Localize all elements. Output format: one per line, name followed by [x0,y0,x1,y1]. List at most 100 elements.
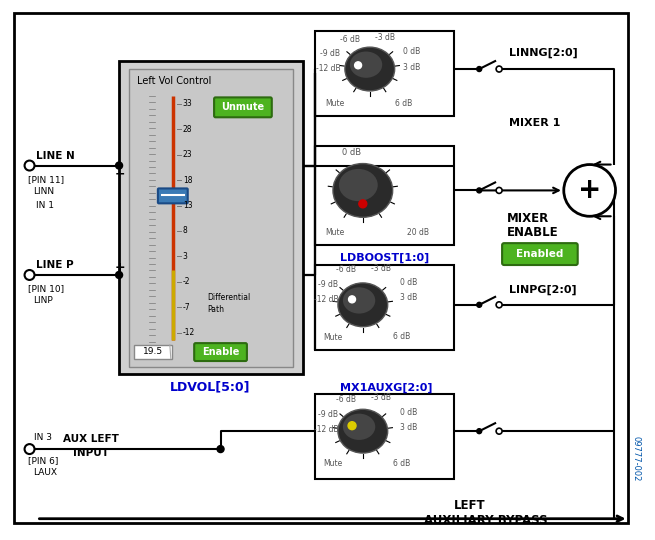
Text: -6 dB: -6 dB [336,395,356,404]
Text: -9 dB: -9 dB [318,280,338,289]
Circle shape [354,62,362,69]
FancyBboxPatch shape [194,343,247,361]
Bar [129,69,293,368]
Text: LINP: LINP [33,296,53,305]
Text: 13: 13 [183,201,193,210]
Text: -3 dB: -3 dB [371,264,391,273]
Text: LINE P: LINE P [35,260,73,270]
Circle shape [359,200,367,208]
Text: Mute: Mute [323,333,343,342]
Text: LINE N: LINE N [35,151,74,160]
Circle shape [564,165,616,217]
Text: [PIN 11]: [PIN 11] [28,175,64,184]
Text: -12 dB: -12 dB [314,424,339,434]
Text: LINNG[2:0]: LINNG[2:0] [509,48,578,58]
Text: 8: 8 [183,226,187,235]
Ellipse shape [345,47,395,91]
Text: Mute: Mute [323,460,343,469]
Circle shape [496,302,502,308]
Text: 28: 28 [183,125,193,134]
Text: Left Vol Control: Left Vol Control [137,76,212,86]
Circle shape [477,66,481,71]
Text: INPUT: INPUT [73,448,109,458]
Text: MIXER: MIXER [507,212,550,225]
Ellipse shape [343,287,375,314]
Text: Mute: Mute [325,99,345,109]
Circle shape [496,428,502,434]
Text: 3 dB: 3 dB [400,293,417,302]
FancyBboxPatch shape [158,188,188,204]
Text: [PIN 10]: [PIN 10] [28,285,64,293]
Text: 3 dB: 3 dB [400,423,417,431]
Text: 0 dB: 0 dB [403,46,420,56]
Circle shape [115,272,122,279]
Text: LEFT: LEFT [455,500,486,512]
Text: Mute: Mute [325,228,345,237]
Circle shape [348,296,356,303]
Circle shape [25,160,35,171]
Ellipse shape [350,51,383,78]
Text: IN 3: IN 3 [33,433,52,442]
Text: −: − [115,168,126,181]
Text: AUXILIARY BYPASS: AUXILIARY BYPASS [424,514,548,527]
Text: -12 dB: -12 dB [314,295,339,305]
Circle shape [25,444,35,454]
Bar [315,394,455,479]
Circle shape [217,446,224,453]
Text: 6 dB: 6 dB [392,332,410,341]
Text: 18: 18 [183,176,193,185]
Text: Unmute: Unmute [221,103,265,112]
Circle shape [496,187,502,193]
Text: 0 dB: 0 dB [343,148,362,157]
Text: 19.5: 19.5 [143,347,163,356]
Text: [PIN 6]: [PIN 6] [28,456,58,465]
Text: -9 dB: -9 dB [318,410,338,418]
Text: LINN: LINN [33,187,54,196]
Text: +: + [115,260,126,274]
Text: 0 dB: 0 dB [400,408,417,417]
Text: -6 dB: -6 dB [336,266,356,274]
Bar [119,61,303,374]
Ellipse shape [333,164,392,217]
Text: Enabled: Enabled [516,249,563,259]
FancyBboxPatch shape [502,243,578,265]
Text: 3: 3 [183,252,187,261]
Text: -7: -7 [183,303,191,312]
Text: Differential: Differential [208,293,251,302]
Circle shape [25,270,35,280]
Text: MIXER 1: MIXER 1 [509,118,561,128]
Circle shape [477,429,481,434]
Bar [315,31,455,116]
Circle shape [115,162,122,169]
Text: Path: Path [208,305,225,314]
Text: ENABLE: ENABLE [507,226,559,239]
Text: -6 dB: -6 dB [340,35,360,44]
Text: 6 dB: 6 dB [395,99,412,109]
Text: 09777-002: 09777-002 [632,436,641,482]
Bar [315,146,455,245]
Text: AUX LEFT: AUX LEFT [64,434,119,444]
Ellipse shape [339,169,378,201]
Text: IN 1: IN 1 [35,201,54,210]
FancyBboxPatch shape [214,97,272,117]
Ellipse shape [338,409,388,453]
Circle shape [477,188,481,193]
Text: -12 dB: -12 dB [316,64,341,72]
Circle shape [496,66,502,72]
Bar [315,265,455,349]
Text: 33: 33 [183,99,193,109]
Text: 20 dB: 20 dB [407,228,428,237]
Bar [134,345,172,359]
Circle shape [477,302,481,307]
Circle shape [348,422,356,430]
Text: -3 dB: -3 dB [375,33,395,42]
Text: -3 dB: -3 dB [371,393,391,402]
Text: Enable: Enable [202,347,239,357]
Text: LINPG[2:0]: LINPG[2:0] [509,285,576,295]
Text: -9 dB: -9 dB [320,49,340,58]
Text: 6 dB: 6 dB [392,458,410,468]
Text: 23: 23 [183,150,193,159]
Text: LAUX: LAUX [33,469,58,477]
Ellipse shape [338,283,388,327]
Text: -12: -12 [183,328,195,337]
